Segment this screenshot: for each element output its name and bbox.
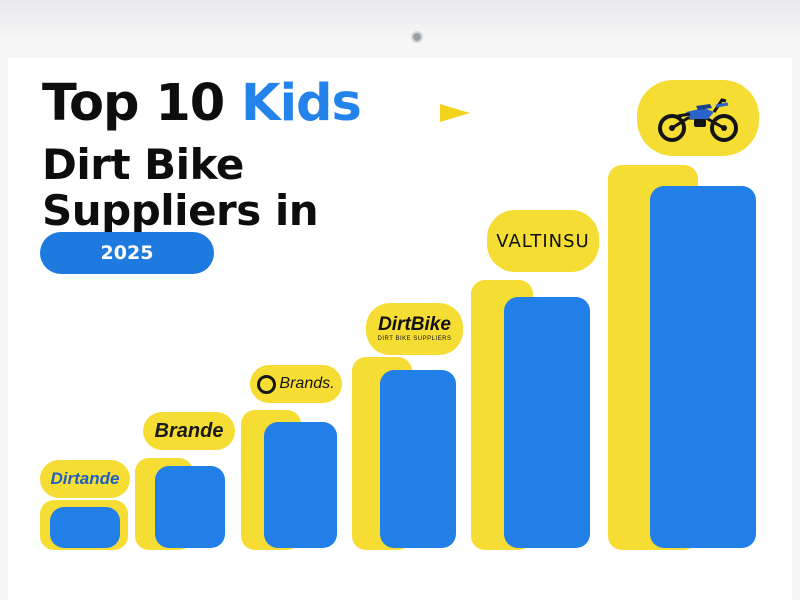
bar-1 xyxy=(50,507,120,548)
brand-label-4: DirtBike DIRT BIKE SUPPLIERS xyxy=(366,303,463,355)
headline-title-accent: Kids xyxy=(241,74,362,133)
bar-3 xyxy=(264,422,337,548)
headline-line-3: Suppliers in xyxy=(42,186,319,235)
brand-label-2: Brande xyxy=(143,412,235,450)
headline-title: Top 10 Kids xyxy=(42,78,362,130)
bar-2 xyxy=(155,466,225,548)
ring-logo-icon xyxy=(257,374,277,394)
bar-5 xyxy=(504,297,590,548)
brand-label-2-text: Brande xyxy=(154,419,224,442)
headline-title-prefix: Top 10 xyxy=(42,74,242,133)
brand-label-6 xyxy=(637,80,759,156)
brand-label-5-text: VALTINSU xyxy=(496,230,590,252)
play-arrow-icon xyxy=(440,104,470,122)
brand-label-4-subtext: DIRT BIKE SUPPLIERS xyxy=(377,336,452,342)
brand-label-5: VALTINSU xyxy=(487,210,599,272)
brand-label-4-text: DirtBike xyxy=(378,314,451,335)
year-pill: 2025 xyxy=(40,232,214,274)
brand-label-3: Brands. xyxy=(250,365,342,403)
brand-label-1-text: Dirtande xyxy=(50,469,120,488)
bar-6 xyxy=(650,186,756,548)
camera-dot-icon xyxy=(413,33,421,41)
bar-4 xyxy=(380,370,456,548)
dirt-bike-icon xyxy=(658,98,738,142)
brand-label-1: Dirtande xyxy=(40,460,130,498)
brand-label-3-text: Brands. xyxy=(279,375,335,392)
headline-line-2: Dirt Bike xyxy=(42,140,244,189)
